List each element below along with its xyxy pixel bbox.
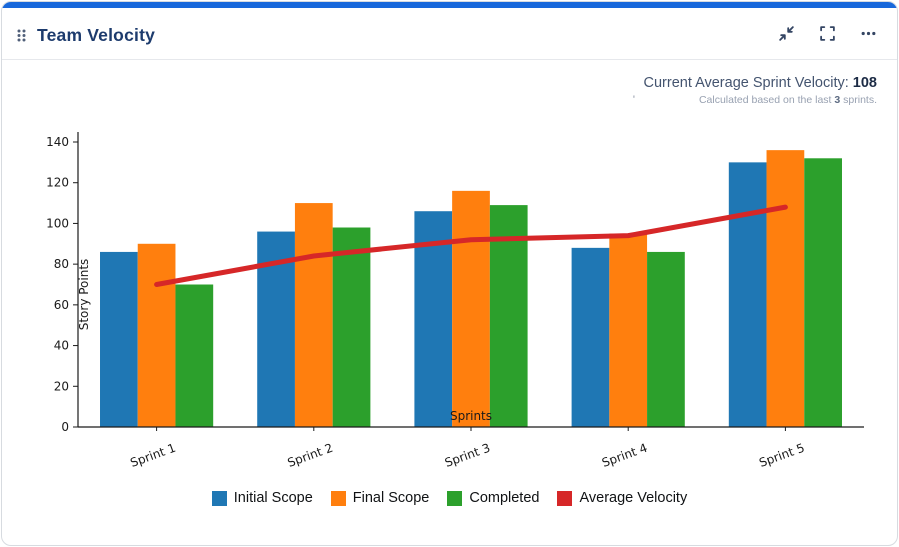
- average-velocity-line: [154, 204, 788, 287]
- bar-final-scope: [294, 203, 333, 427]
- svg-text:0: 0: [61, 420, 69, 434]
- accent-bar: [2, 2, 897, 8]
- svg-text:140: 140: [46, 135, 69, 149]
- collapse-button[interactable]: [774, 21, 799, 49]
- legend-swatch: [447, 490, 463, 506]
- avg-velocity-subtext: Calculated based on the last 3 sprints.: [2, 94, 877, 106]
- svg-text:40: 40: [54, 339, 69, 353]
- legend-item: Completed: [447, 490, 539, 506]
- velocity-stats: Current Average Sprint Velocity: 108 Cal…: [2, 60, 897, 106]
- legend-item: Average Velocity: [557, 490, 687, 506]
- svg-text:120: 120: [46, 176, 69, 190]
- fullscreen-button[interactable]: [815, 21, 840, 49]
- bar-completed: [489, 205, 528, 427]
- bar-final-scope: [452, 190, 490, 427]
- bar-initial-scope: [571, 247, 610, 427]
- avg-velocity-value: 108: [852, 75, 877, 91]
- avg-velocity-text: Current Average Sprint Velocity: 108: [2, 75, 878, 91]
- svg-text:60: 60: [54, 298, 69, 312]
- svg-text:100: 100: [46, 216, 69, 230]
- fullscreen-icon: [819, 25, 836, 45]
- legend-label: Final Scope: [352, 490, 430, 506]
- svg-text:Sprint 2: Sprint 2: [286, 441, 335, 470]
- subtext-prefix: Calculated based on the last: [698, 94, 832, 106]
- avg-velocity-label: Current Average Sprint Velocity:: [643, 75, 849, 91]
- velocity-chart: 0 20 40 60 80 100 120 140 Sprint 1 Sprint 2 Sprint…: [46, 132, 864, 470]
- card-header: Team Velocity: [2, 8, 897, 59]
- svg-text:Sprint 5: Sprint 5: [757, 441, 806, 470]
- legend-item: Initial Scope: [211, 490, 313, 506]
- svg-text:80: 80: [54, 257, 69, 271]
- bar-final-scope: [766, 150, 805, 427]
- subtext-suffix: sprints.: [843, 94, 877, 106]
- drag-handle-icon[interactable]: [16, 28, 27, 43]
- subtext-sprint-count: 3: [834, 94, 841, 106]
- more-button[interactable]: [856, 21, 881, 49]
- bar-initial-scope: [100, 251, 138, 427]
- bar-completed: [804, 158, 842, 427]
- legend-label: Initial Scope: [233, 490, 313, 506]
- legend-swatch: [557, 490, 573, 506]
- legend-label: Average Velocity: [579, 490, 688, 506]
- bar-initial-scope: [728, 162, 767, 427]
- x-axis-label: Sprints: [450, 409, 492, 423]
- svg-text:Sprint 1: Sprint 1: [128, 441, 177, 470]
- svg-text:Sprint 4: Sprint 4: [600, 441, 649, 470]
- collapse-icon: [778, 25, 795, 45]
- y-axis-label: Story Points: [77, 259, 91, 331]
- stray-mark: ': [632, 94, 635, 106]
- chart-legend: Initial Scope Final Scope Completed Average…: [2, 490, 897, 506]
- bar-completed: [647, 251, 685, 427]
- svg-text:20: 20: [54, 379, 69, 393]
- bar-completed: [332, 227, 371, 427]
- bar-completed: [175, 284, 214, 427]
- legend-swatch: [330, 490, 346, 506]
- svg-text:Sprint 3: Sprint 3: [443, 441, 492, 470]
- bar-final-scope: [137, 243, 176, 427]
- legend-item: Final Scope: [330, 490, 430, 506]
- header-divider: [2, 59, 897, 60]
- page-title: Team Velocity: [37, 24, 156, 45]
- ellipsis-icon: [860, 25, 877, 45]
- legend-swatch: [211, 490, 227, 506]
- legend-label: Completed: [469, 490, 540, 506]
- bar-final-scope: [609, 233, 648, 427]
